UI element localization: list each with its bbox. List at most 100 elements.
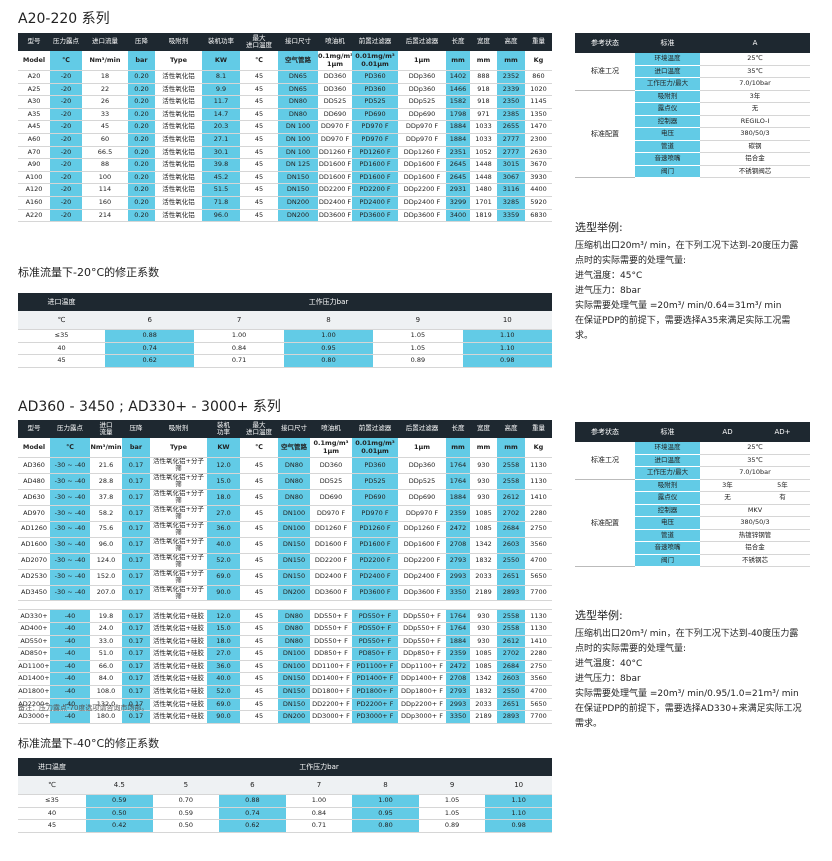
data-cell: -30 ~ -40 [50,457,90,474]
data-cell: 2993 [446,698,470,712]
unit-cell: Type [150,438,207,458]
data-cell: 0.20 [128,108,155,122]
ref-row: 电压 380/50/3 [575,516,810,530]
data-cell: 33.0 [90,635,122,649]
data-cell: 活性氧化铝+硅胶 [150,672,207,686]
data-cell: 45 [240,183,278,197]
data-cell: AD550+ [18,635,50,649]
data-cell: 0.17 [122,537,150,554]
data-cell: 918 [470,83,497,97]
data-cell: DN80 [278,609,310,624]
data-cell: -30 ~ -40 [50,521,90,538]
data-cell: DDp970 F [398,505,446,522]
data-cell: DDp3600 F [398,209,446,223]
data-cell: -20 [50,209,82,223]
data-cell: 活性氧化铝+硅胶 [150,685,207,699]
data-cell: DD690 [318,108,352,122]
data-cell: DDp1600 F [398,158,446,172]
header-cell: 工作压力bar [86,758,552,776]
data-cell: DD550+ F [310,609,352,624]
group-label: 标准配置 [575,90,635,178]
data-cell: 45 [240,158,278,172]
data-cell: 1448 [470,158,497,172]
data-cell: 180.0 [90,710,122,724]
header-row: 参考状态 标准 A [575,33,810,53]
data-cell: 1884 [446,489,470,506]
data-cell: DD1800+ F [310,685,352,699]
data-cell: DDp550+ F [398,609,446,624]
data-cell: 2793 [446,685,470,699]
data-cell: DN100 [278,505,310,522]
data-cell: 2033 [470,569,497,586]
value-cell: 无 [700,102,810,116]
data-cell: 2550 [497,553,525,570]
data-cell: DDp1800+ F [398,685,446,699]
data-cell: DD1260 F [310,521,352,538]
data-row: A45 -20 45 0.20 活性氧化铝 20.3 45 DN 100 DD970 F PD97… [18,120,552,134]
item-cell: 控制器 [635,504,700,517]
item-cell: 音速喷嘴 [635,541,700,555]
data-cell: 2655 [497,120,525,134]
data-cell: 1764 [446,457,470,474]
ref-row: 工作压力/最大 7.0/10bar [575,77,810,91]
data-cell: 45 [240,108,278,122]
ref-row: 阀门 不锈钢阀芯 [575,165,810,178]
unit-cell: ℃ [240,438,278,458]
factor-cell: 0.80 [352,819,419,833]
data-cell: 活性氧化铝+分子筛 [150,553,207,570]
data-cell: 0.20 [128,95,155,109]
data-cell: 2189 [470,710,497,724]
factor-cell: 1.00 [283,329,374,343]
unit-cell: bar [128,51,155,71]
unit-cell: 0.1mg/m³ 1μm [318,51,352,71]
ref-row: 工作压力/最大 7.0/10bar [575,466,810,480]
factor-cell: 1.05 [373,329,463,343]
data-cell: 22 [82,83,128,97]
data-row: AD1800+ -40 108.0 0.17 活性氧化铝+硅胶 52.0 45 DN150 DD… [18,685,552,699]
data-row: 45 0.42 0.50 0.62 0.71 0.80 0.89 0.98 [18,819,552,833]
data-cell: -40 [50,698,90,712]
data-cell: 114 [82,183,128,197]
example-line: 在保证PDP的前提下，需要选择A35来满足实际工况需求。 [575,316,791,341]
data-cell: 45 [240,196,278,210]
factor-cell: 1.05 [418,807,486,821]
data-cell: 2385 [497,108,525,122]
data-cell: 2558 [497,622,525,636]
factor-cell: 0.71 [285,819,353,833]
data-cell: 活性氧化铝 [155,70,202,84]
data-cell: -40 [50,710,90,724]
unit-cell: Type [155,51,202,71]
ref-row: 控制器 REGILO-I [575,115,810,128]
data-cell: 66.5 [82,146,128,160]
data-cell: 5650 [525,569,552,586]
data-row: AD630 -30 ~ -40 37.8 0.17 活性氧化铝+分子筛 18.0 45 DN8… [18,489,552,506]
data-cell: AD1800+ [18,685,50,699]
header-cell: 型号 [18,420,50,438]
data-cell: 90.0 [207,585,240,602]
unit-cell: mm [470,438,497,458]
data-cell: -20 [50,95,82,109]
data-row: AD1100+ -40 66.0 0.17 活性氧化铝+硅胶 36.0 45 DN100 DD1… [18,660,552,674]
data-cell: -30 ~ -40 [50,489,90,506]
data-row: AD2530 -30 ~ -40 152.0 0.17 活性氧化铝+分子筛 69.0 45 D… [18,569,552,586]
data-cell: A20 [18,70,50,84]
header-cell: 最大 进口温度 [240,33,278,51]
pressure-cell: 7 [285,776,353,795]
data-row: AD1260 -30 ~ -40 75.6 0.17 活性氧化铝+分子筛 36.0 45 DN… [18,521,552,538]
data-cell: 0.20 [128,209,155,223]
data-cell: 活性氧化铝 [155,183,202,197]
data-cell: 66.0 [90,660,122,674]
data-cell: AD360 [18,457,50,474]
data-cell: DDp550+ F [398,635,446,649]
data-cell: 45 [240,457,278,474]
data-cell: 51.0 [90,647,122,661]
data-row: AD3000+ -40 180.0 0.17 活性氧化铝+硅胶 90.0 45 DN200 DD… [18,710,552,724]
ref-row: 音速喷嘴 铝合金 [575,152,810,166]
data-cell: 45 [240,521,278,538]
data-cell: -20 [50,171,82,185]
data-cell: 0.20 [128,196,155,210]
example-line: 进气温度：40°C [575,659,643,669]
factor-cell: 1.00 [194,329,284,343]
data-cell: 930 [470,635,497,649]
